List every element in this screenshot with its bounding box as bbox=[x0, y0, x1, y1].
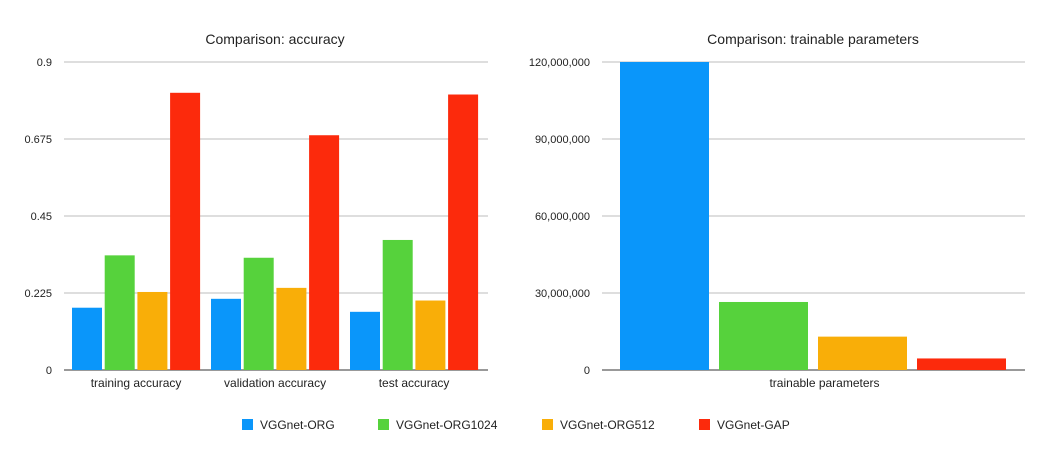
parameters-chart-title: Comparison: trainable parameters bbox=[707, 31, 919, 47]
bar-vggnet-org-validation-accuracy bbox=[211, 298, 241, 370]
y-tick-label: 0.9 bbox=[37, 57, 52, 69]
bar-vggnet-gap-test-accuracy bbox=[448, 94, 479, 370]
bar-vggnet-gap-validation-accuracy bbox=[309, 135, 340, 370]
legend-swatch bbox=[542, 419, 553, 430]
y-tick-label: 0.225 bbox=[24, 288, 52, 300]
bar-vggnet-org-test-accuracy bbox=[350, 311, 380, 370]
legend-label: VGGnet-GAP bbox=[717, 418, 790, 432]
bar-vggnet-org1024-training-accuracy bbox=[104, 255, 135, 370]
accuracy-chart: Comparison: accuracy 0 0.225 0.45 0.675 0.9 t… bbox=[24, 31, 488, 390]
bar-vggnet-org1024-test-accuracy bbox=[382, 239, 413, 370]
legend: VGGnet-ORG VGGnet-ORG1024 VGGnet-ORG512 VGG… bbox=[242, 418, 790, 432]
y-tick-label: 30,000,000 bbox=[535, 288, 590, 300]
x-tick-label: training accuracy bbox=[91, 376, 182, 390]
bar-vggnet-org512-validation-accuracy bbox=[276, 287, 307, 370]
accuracy-chart-title: Comparison: accuracy bbox=[205, 31, 344, 47]
y-tick-label: 0.45 bbox=[31, 211, 52, 223]
bar-vggnet-gap-training-accuracy bbox=[170, 92, 201, 371]
bar-vggnet-org1024-validation-accuracy bbox=[243, 257, 274, 370]
legend-item-vggnet-gap: VGGnet-GAP bbox=[699, 418, 790, 432]
legend-swatch bbox=[699, 419, 710, 430]
bar-vggnet-org512-training-accuracy bbox=[137, 291, 168, 370]
bar-vggnet-gap-trainable-parameters bbox=[917, 358, 1006, 370]
bar-vggnet-org512-test-accuracy bbox=[415, 300, 446, 370]
bar-vggnet-org-trainable-parameters bbox=[620, 62, 709, 370]
legend-label: VGGnet-ORG bbox=[260, 418, 335, 432]
legend-swatch bbox=[378, 419, 389, 430]
y-tick-label: 90,000,000 bbox=[535, 134, 590, 146]
y-tick-label: 0 bbox=[46, 365, 52, 377]
legend-item-vggnet-org512: VGGnet-ORG512 bbox=[542, 418, 655, 432]
bar-vggnet-org1024-trainable-parameters bbox=[719, 301, 808, 370]
legend-label: VGGnet-ORG1024 bbox=[396, 418, 498, 432]
parameters-chart: Comparison: trainable parameters 0 30,000… bbox=[529, 31, 1025, 390]
y-tick-label: 120,000,000 bbox=[529, 57, 590, 69]
bar-vggnet-org-training-accuracy bbox=[72, 307, 102, 370]
y-tick-label: 60,000,000 bbox=[535, 211, 590, 223]
x-tick-label: validation accuracy bbox=[224, 376, 326, 390]
legend-swatch bbox=[242, 419, 253, 430]
bar-vggnet-org512-trainable-parameters bbox=[818, 336, 907, 370]
legend-item-vggnet-org: VGGnet-ORG bbox=[242, 418, 335, 432]
x-tick-label: test accuracy bbox=[379, 376, 450, 390]
y-tick-label: 0.675 bbox=[24, 134, 52, 146]
x-tick-label: trainable parameters bbox=[769, 376, 879, 390]
legend-label: VGGnet-ORG512 bbox=[560, 418, 655, 432]
legend-item-vggnet-org1024: VGGnet-ORG1024 bbox=[378, 418, 498, 432]
y-tick-label: 0 bbox=[584, 365, 590, 377]
